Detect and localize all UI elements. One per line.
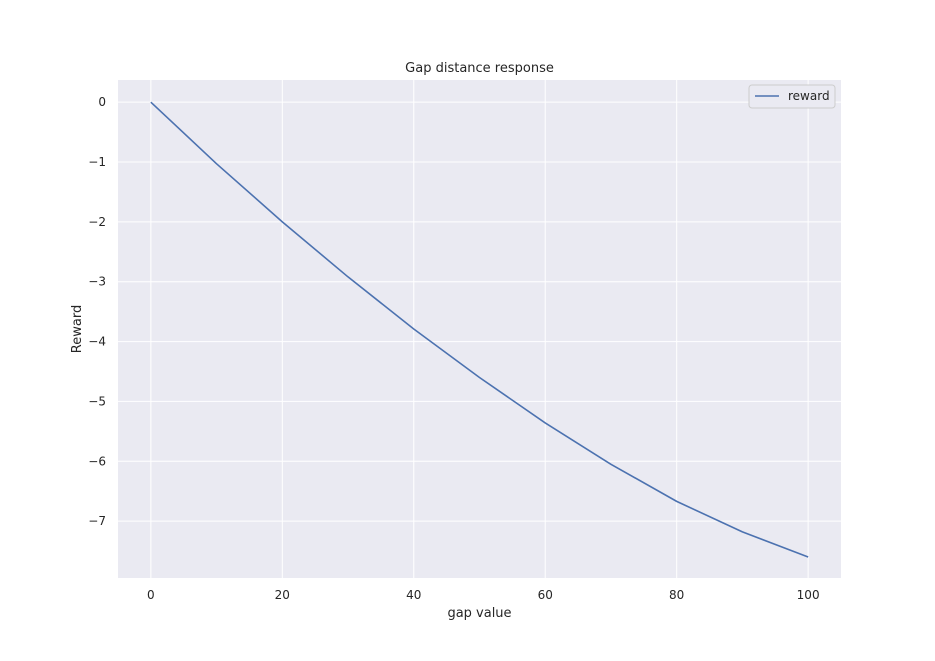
y-tick-label: −2 — [88, 215, 106, 229]
series-line-reward — [150, 101, 809, 558]
x-tick-label: 80 — [669, 588, 684, 602]
y-tick-label: −3 — [88, 275, 106, 289]
legend: reward — [748, 84, 836, 109]
x-tick-label: 20 — [275, 588, 290, 602]
y-tick-label: −7 — [88, 514, 106, 528]
legend-label-reward: reward — [788, 89, 830, 103]
y-tick-label: −4 — [88, 335, 106, 349]
x-tick-label: 100 — [797, 588, 820, 602]
x-axis-label: gap value — [447, 606, 511, 621]
x-tick-label: 60 — [538, 588, 553, 602]
y-tick-label: −1 — [88, 155, 106, 169]
legend-box — [748, 84, 836, 109]
y-tick-label: −5 — [88, 394, 106, 408]
y-axis-label: Reward — [70, 305, 85, 353]
series-layer — [150, 101, 809, 558]
chart-title: Gap distance response — [405, 61, 554, 76]
y-tick-label: 0 — [98, 95, 106, 109]
x-tick-label: 40 — [406, 588, 421, 602]
y-tick-labels: 0 −1 −2 −3 −4 −5 −6 −7 — [88, 95, 106, 528]
x-tick-label: 0 — [147, 588, 155, 602]
y-tick-label: −6 — [88, 454, 106, 468]
x-tick-labels: 0 20 40 60 80 100 — [147, 588, 820, 602]
plot-area — [118, 80, 841, 578]
